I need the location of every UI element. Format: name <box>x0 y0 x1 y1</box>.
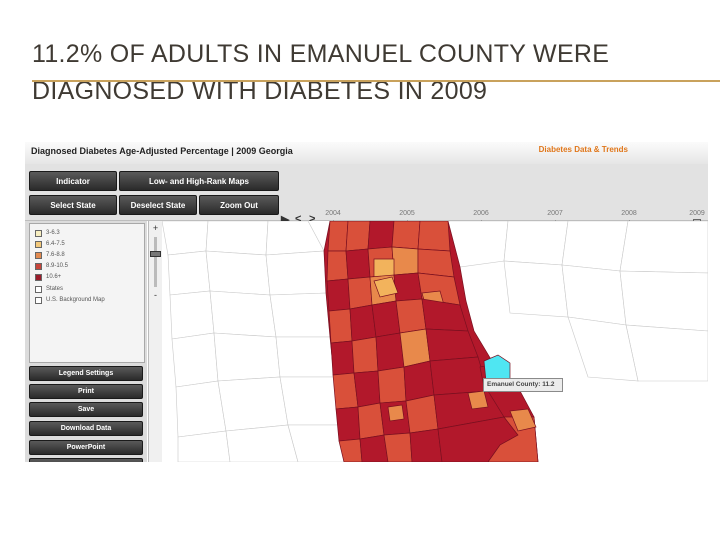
title-divider <box>32 80 720 82</box>
app-header: Diagnosed Diabetes Age-Adjusted Percenta… <box>25 142 708 165</box>
legend-settings-button[interactable]: Legend Settings <box>29 366 143 381</box>
more-button[interactable] <box>29 458 143 462</box>
legend-label: 7.6-8.8 <box>46 252 65 258</box>
checkbox-icon[interactable] <box>35 297 42 304</box>
legend-label: 10.6+ <box>46 274 62 280</box>
legend-label: 8.9-10.5 <box>46 263 69 269</box>
deselect-state-button[interactable]: Deselect State <box>119 195 197 215</box>
legend-swatch <box>35 274 42 281</box>
zoom-track[interactable] <box>154 237 157 287</box>
year-label[interactable]: 2005 <box>399 210 415 217</box>
slide-title: 11.2% OF ADULTS IN EMANUEL COUNTY WERE D… <box>32 36 692 110</box>
previous-year-button[interactable]: < <box>295 213 302 225</box>
zoom-out-icon[interactable]: - <box>154 290 157 300</box>
year-label[interactable]: 2009 <box>689 210 705 217</box>
legend-label: 6.4-7.5 <box>46 241 65 247</box>
low-high-rank-maps-button[interactable]: Low- and High-Rank Maps <box>119 171 279 191</box>
choropleth-map[interactable]: Emanuel County: 11.2 <box>148 221 708 462</box>
year-label[interactable]: 2004 <box>325 210 341 217</box>
year-label[interactable]: 2006 <box>473 210 489 217</box>
legend: 3-6.3 6.4-7.5 7.6-8.8 8.9-10.5 10.6+ Sta… <box>29 223 145 363</box>
checkbox-icon[interactable] <box>35 286 42 293</box>
zoom-out-button[interactable]: Zoom Out <box>199 195 279 215</box>
legend-swatch <box>35 241 42 248</box>
map-title: Diagnosed Diabetes Age-Adjusted Percenta… <box>31 146 293 156</box>
legend-swatch <box>35 263 42 270</box>
county-tooltip: Emanuel County: 11.2 <box>483 378 563 392</box>
diabetes-data-trends-link[interactable]: Diabetes Data & Trends <box>538 145 628 154</box>
legend-label: 3-6.3 <box>46 230 60 236</box>
legend-swatch <box>35 252 42 259</box>
year-label[interactable]: 2008 <box>621 210 637 217</box>
legend-label: States <box>46 286 64 292</box>
toolbar: Indicator Low- and High-Rank Maps Select… <box>25 164 708 230</box>
year-label[interactable]: 2007 <box>547 210 563 217</box>
slide-title-line-1: 11.2% OF ADULTS IN EMANUEL COUNTY WERE <box>32 40 610 68</box>
zoom-thumb[interactable] <box>150 251 161 257</box>
print-button[interactable]: Print <box>29 384 143 399</box>
diabetes-atlas-app: Diagnosed Diabetes Age-Adjusted Percenta… <box>25 142 708 462</box>
save-button[interactable]: Save <box>29 402 143 417</box>
county-map-svg[interactable] <box>148 221 708 462</box>
next-year-button[interactable]: > <box>309 213 316 225</box>
left-panel: 3-6.3 6.4-7.5 7.6-8.8 8.9-10.5 10.6+ Sta… <box>25 221 147 462</box>
download-data-button[interactable]: Download Data <box>29 421 143 436</box>
georgia-counties[interactable] <box>323 221 539 462</box>
powerpoint-button[interactable]: PowerPoint <box>29 440 143 455</box>
zoom-in-icon[interactable]: + <box>152 223 159 233</box>
select-state-button[interactable]: Select State <box>29 195 117 215</box>
legend-swatch <box>35 230 42 237</box>
play-icon[interactable]: ▶ <box>281 214 290 226</box>
surrounding-states <box>161 221 708 462</box>
legend-label: U.S. Background Map <box>46 297 105 303</box>
indicator-button[interactable]: Indicator <box>29 171 117 191</box>
zoom-slider[interactable]: + - <box>148 221 162 462</box>
